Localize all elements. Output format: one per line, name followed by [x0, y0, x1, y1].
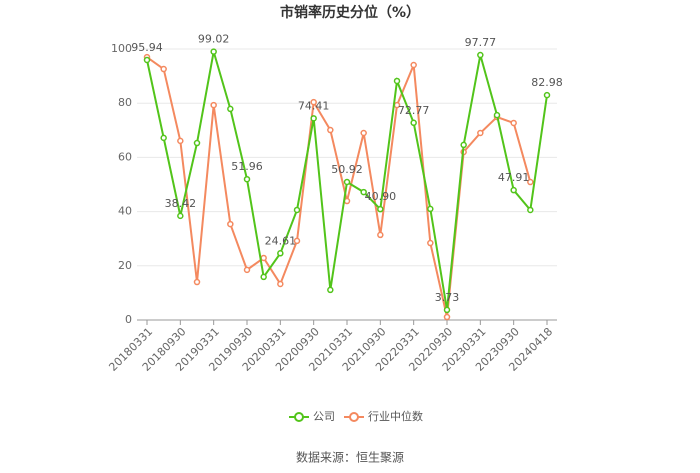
legend-marker	[294, 412, 304, 422]
point	[227, 105, 234, 113]
data-label: 24.61	[265, 234, 297, 247]
data-label: 72.77	[398, 104, 430, 117]
point	[360, 129, 367, 137]
data-label: 40.90	[365, 190, 397, 203]
point	[177, 137, 184, 145]
y-tick-label: 20	[118, 259, 132, 272]
point	[177, 212, 184, 220]
point	[310, 115, 317, 122]
point	[310, 98, 317, 106]
point	[410, 119, 417, 127]
point	[193, 278, 201, 286]
point	[443, 306, 451, 314]
data-label: 50.92	[331, 163, 363, 176]
point	[260, 254, 267, 262]
point	[460, 141, 467, 149]
point	[360, 188, 367, 196]
y-tick-label: 80	[118, 96, 132, 109]
point	[527, 178, 534, 186]
y-tick-label: 40	[118, 205, 132, 218]
point	[193, 139, 201, 147]
point	[477, 51, 484, 59]
data-label: 95.94	[131, 41, 163, 54]
y-tick-label: 100	[111, 42, 132, 55]
point	[160, 65, 167, 73]
data-label: 3.73	[435, 291, 460, 304]
legend-label: 公司	[313, 410, 335, 423]
point	[410, 61, 417, 69]
point	[493, 111, 501, 119]
point	[393, 77, 401, 85]
legend-item: 公司	[289, 410, 335, 423]
legend-item: 行业中位数	[344, 409, 423, 423]
point	[260, 273, 267, 281]
point	[210, 101, 217, 109]
data-label: 51.96	[231, 160, 263, 173]
legend-marker	[349, 412, 359, 422]
point	[160, 134, 167, 142]
point	[427, 239, 434, 247]
data-label: 74.41	[298, 99, 330, 112]
point	[227, 220, 234, 228]
point	[510, 186, 517, 194]
data-label: 82.98	[531, 76, 563, 89]
point	[343, 178, 351, 186]
point	[210, 48, 217, 55]
y-tick-label: 60	[118, 150, 132, 163]
point	[277, 280, 284, 288]
point	[527, 206, 534, 214]
legend-label: 行业中位数	[368, 409, 423, 423]
y-tick-label: 0	[125, 313, 132, 326]
data-label: 99.02	[198, 33, 230, 46]
point	[427, 205, 434, 213]
source: 数据来源：恒生聚源	[296, 450, 404, 465]
data-label: 47.91	[498, 171, 530, 184]
point	[243, 266, 251, 274]
point	[477, 129, 484, 137]
point	[293, 237, 301, 245]
point	[510, 119, 517, 127]
point	[293, 206, 301, 214]
point	[327, 126, 334, 134]
point	[377, 205, 384, 213]
point	[277, 250, 284, 257]
point	[143, 56, 151, 64]
data-label: 38.42	[165, 197, 197, 210]
point	[243, 175, 251, 183]
data-label: 97.77	[465, 36, 497, 49]
point	[443, 313, 451, 321]
point	[377, 231, 384, 239]
chart-title: 市销率历史分位（%）	[280, 4, 420, 21]
point	[543, 91, 551, 99]
point	[327, 286, 334, 294]
series-line	[146, 56, 532, 318]
